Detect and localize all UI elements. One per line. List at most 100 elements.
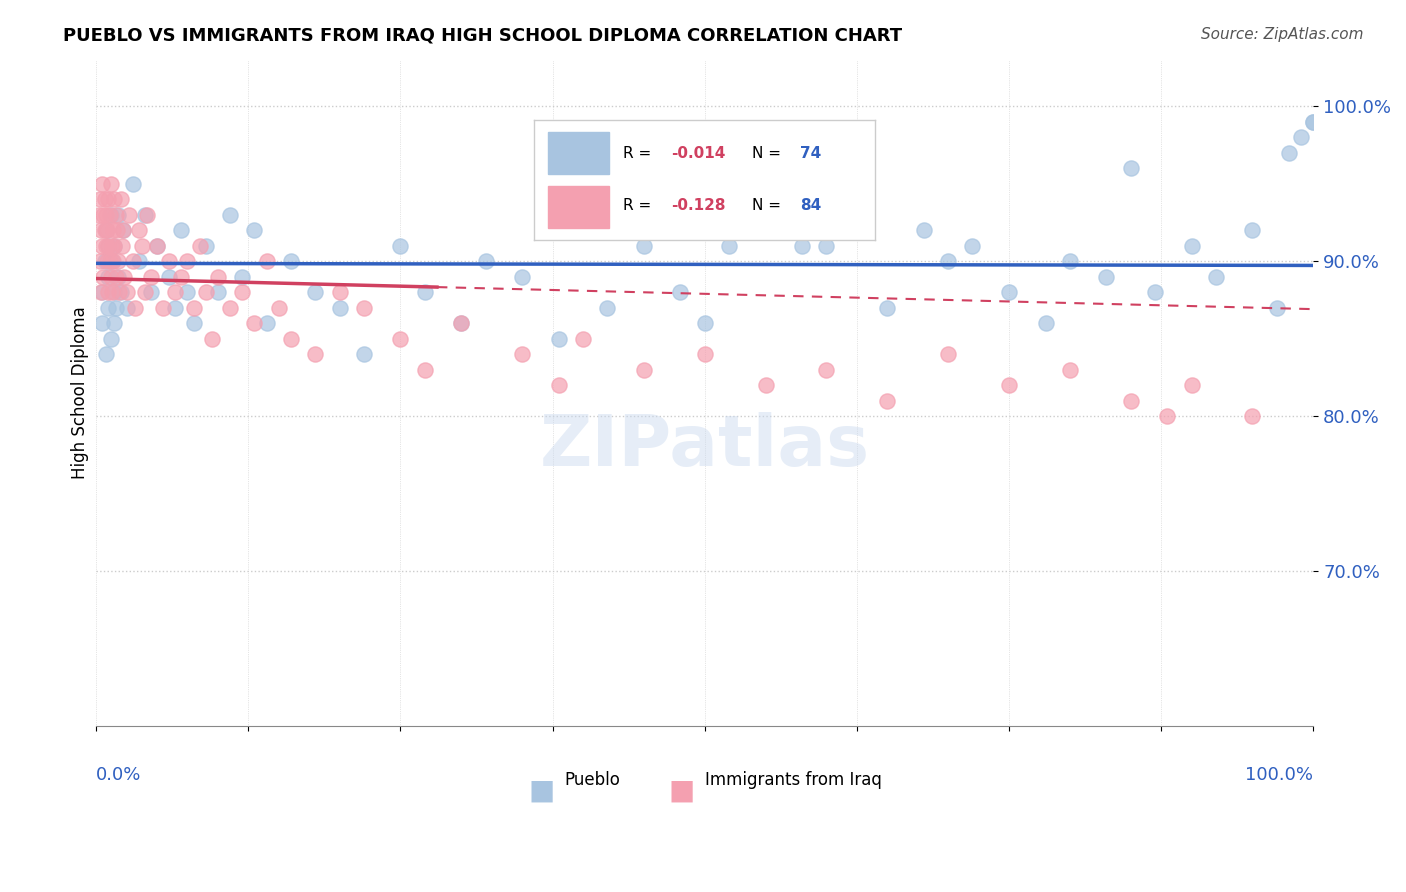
Point: [170, 223, 193, 237]
Point: [136, 208, 159, 222]
Point: [110, 285, 132, 299]
Point: [111, 238, 134, 252]
Point: [131, 238, 153, 252]
Point: [256, 254, 278, 268]
Point: [103, 316, 125, 330]
Point: [1278, 145, 1301, 160]
Point: [118, 208, 141, 222]
Point: [1059, 254, 1081, 268]
Point: [96, 223, 118, 237]
Text: Source: ZipAtlas.com: Source: ZipAtlas.com: [1201, 27, 1364, 42]
Point: [89, 254, 111, 268]
Point: [669, 285, 692, 299]
Text: 0.0%: 0.0%: [96, 766, 142, 784]
Point: [201, 332, 224, 346]
Point: [101, 285, 124, 299]
Point: [121, 254, 143, 268]
Point: [718, 238, 741, 252]
Point: [633, 362, 655, 376]
Point: [139, 285, 162, 299]
Point: [103, 238, 125, 252]
Point: [103, 238, 125, 252]
Point: [94, 347, 117, 361]
Point: [693, 347, 716, 361]
Text: Immigrants from Iraq: Immigrants from Iraq: [704, 772, 882, 789]
Point: [936, 347, 959, 361]
Point: [97, 269, 120, 284]
Point: [183, 316, 205, 330]
Text: ZIPatlas: ZIPatlas: [540, 412, 870, 481]
Point: [157, 269, 180, 284]
Point: [510, 269, 533, 284]
Point: [105, 223, 128, 237]
Point: [474, 254, 496, 268]
Point: [97, 192, 120, 206]
Point: [389, 238, 412, 252]
Point: [207, 269, 229, 284]
Point: [1289, 130, 1312, 145]
Point: [103, 285, 125, 299]
Point: [93, 192, 115, 206]
Point: [329, 285, 352, 299]
Point: [256, 316, 278, 330]
Point: [912, 223, 935, 237]
Point: [97, 238, 120, 252]
Point: [194, 285, 217, 299]
Point: [98, 254, 121, 268]
Point: [450, 316, 472, 330]
Point: [755, 378, 778, 392]
Point: [111, 223, 134, 237]
Point: [90, 223, 112, 237]
Text: 100.0%: 100.0%: [1246, 766, 1313, 784]
Point: [280, 254, 302, 268]
Point: [103, 254, 125, 268]
Point: [146, 238, 169, 252]
Point: [94, 238, 117, 252]
Point: [93, 208, 115, 222]
Point: [1302, 114, 1324, 128]
Point: [134, 285, 156, 299]
Point: [1241, 409, 1264, 423]
Point: [97, 301, 120, 315]
Point: [231, 269, 253, 284]
Point: [1241, 223, 1264, 237]
Point: [755, 208, 778, 222]
Point: [876, 393, 898, 408]
Point: [1302, 114, 1324, 128]
Point: [1095, 269, 1118, 284]
Point: [1119, 393, 1142, 408]
Point: [998, 378, 1021, 392]
Point: [146, 238, 169, 252]
Point: [176, 254, 198, 268]
Point: [104, 269, 127, 284]
Point: [100, 332, 122, 346]
Point: [219, 208, 242, 222]
Point: [572, 332, 595, 346]
Point: [693, 316, 716, 330]
Point: [108, 285, 131, 299]
Point: [101, 254, 124, 268]
Point: [124, 301, 146, 315]
Point: [1265, 301, 1288, 315]
Point: [510, 347, 533, 361]
Y-axis label: High School Diploma: High School Diploma: [72, 307, 89, 479]
Point: [87, 208, 110, 222]
Point: [165, 285, 187, 299]
Point: [170, 269, 193, 284]
Point: [134, 208, 156, 222]
Point: [121, 177, 143, 191]
Point: [103, 223, 125, 237]
Point: [962, 238, 984, 252]
Point: [165, 301, 187, 315]
Point: [353, 301, 375, 315]
Point: [100, 208, 122, 222]
Point: [1059, 362, 1081, 376]
Point: [115, 301, 138, 315]
Point: [547, 332, 569, 346]
Point: [572, 208, 595, 222]
Point: [183, 301, 205, 315]
Point: [413, 285, 436, 299]
Point: [91, 177, 114, 191]
Point: [1180, 238, 1202, 252]
Text: PUEBLO VS IMMIGRANTS FROM IRAQ HIGH SCHOOL DIPLOMA CORRELATION CHART: PUEBLO VS IMMIGRANTS FROM IRAQ HIGH SCHO…: [63, 27, 903, 45]
